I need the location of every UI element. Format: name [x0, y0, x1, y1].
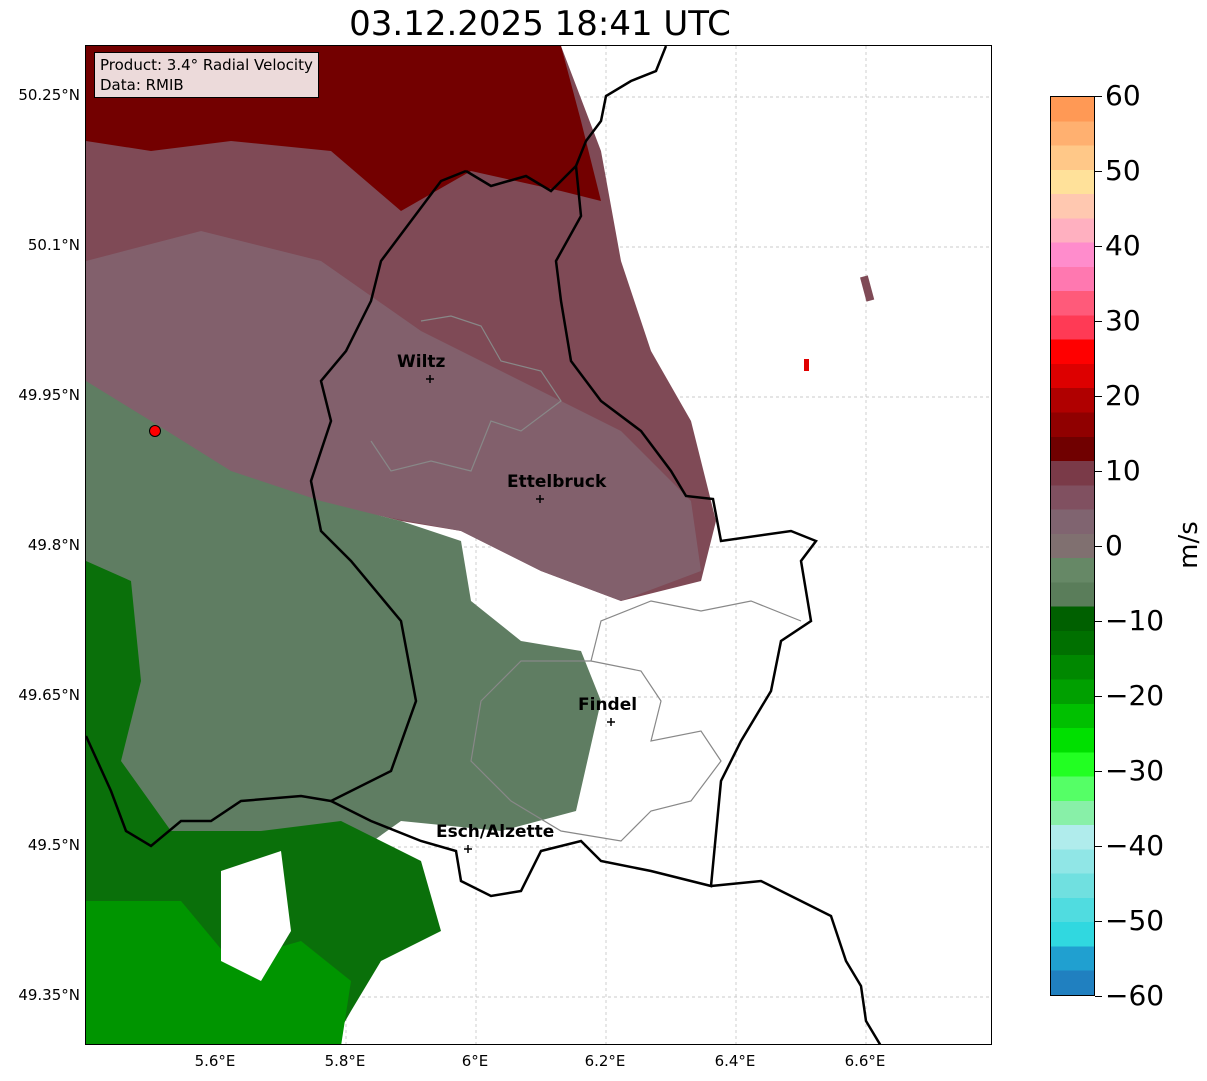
info-box: Product: 3.4° Radial Velocity Data: RMIB [94, 52, 319, 98]
colorbar-tick-mark [1095, 921, 1102, 922]
lon-tick: 5.8°E [324, 1052, 366, 1070]
colorbar-unit-label: m/s [1173, 521, 1204, 569]
city-label-esch-alzette: Esch/Alzette [436, 822, 555, 842]
colorbar-tick-mark [1095, 696, 1102, 697]
lat-tick: 49.5°N [27, 836, 80, 854]
lon-tick: 6.2°E [584, 1052, 626, 1070]
germany-france-border [710, 879, 882, 1044]
luxembourg-border [309, 163, 818, 898]
echo-gray-red [860, 275, 875, 302]
colorbar-tick-mark [1095, 96, 1102, 97]
colorbar-tick-label: 60 [1105, 79, 1141, 112]
colorbar-tick-label: −40 [1105, 829, 1165, 862]
colorbar-tick-mark [1095, 546, 1102, 547]
no-data-gap [221, 851, 291, 981]
colorbar-tick-label: 50 [1105, 154, 1141, 187]
data-source-label: Data: RMIB [100, 76, 184, 94]
colorbar-tick-mark [1095, 246, 1102, 247]
colorbar-tick-mark [1095, 171, 1102, 172]
lat-tick: 50.25°N [18, 86, 80, 104]
colorbar-tick-mark [1095, 846, 1102, 847]
lon-tick: 6.4°E [714, 1052, 756, 1070]
colorbar-tick-label: 10 [1105, 454, 1141, 487]
colorbar-tick-mark [1095, 471, 1102, 472]
colorbar [1050, 96, 1095, 996]
belgium-france-border [86, 735, 332, 848]
city-label-wiltz: Wiltz [397, 352, 446, 372]
lat-tick: 49.8°N [27, 536, 80, 554]
colorbar-tick-label: −50 [1105, 904, 1165, 937]
lon-tick: 5.6°E [194, 1052, 236, 1070]
colorbar-tick-label: −30 [1105, 754, 1165, 787]
germany-border-north [574, 46, 668, 167]
lon-tick: 6°E [461, 1052, 489, 1070]
colorbar-tick-mark [1095, 996, 1102, 997]
city-label-ettelbruck: Ettelbruck [507, 472, 607, 492]
radar-map[interactable] [85, 45, 992, 1045]
colorbar-tick-mark [1095, 396, 1102, 397]
city-label-findel: Findel [578, 695, 638, 715]
radar-site-marker [149, 425, 161, 437]
radar-layer [86, 46, 991, 1044]
colorbar-tick-label: 40 [1105, 229, 1141, 262]
colorbar-tick-label: 0 [1105, 529, 1123, 562]
colorbar-tick-mark [1095, 771, 1102, 772]
city-markers [426, 375, 615, 853]
colorbar-tick-label: −10 [1105, 604, 1165, 637]
bright-green-area [86, 901, 351, 1044]
colorbar-tick-label: 30 [1105, 304, 1141, 337]
lon-tick: 6.6°E [844, 1052, 886, 1070]
colorbar-tick-mark [1095, 621, 1102, 622]
colorbar-tick-label: −20 [1105, 679, 1165, 712]
echo-red [804, 359, 809, 371]
colorbar-tick-label: 20 [1105, 379, 1141, 412]
lat-tick: 49.65°N [18, 686, 80, 704]
product-label: Product: 3.4° Radial Velocity [100, 56, 313, 74]
lat-tick: 50.1°N [27, 236, 80, 254]
lat-tick: 49.95°N [18, 386, 80, 404]
colorbar-tick-mark [1095, 321, 1102, 322]
colorbar-tick-label: −60 [1105, 979, 1165, 1012]
lat-tick: 49.35°N [18, 986, 80, 1004]
canton-borders [370, 315, 562, 472]
map-title: 03.12.2025 18:41 UTC [349, 4, 731, 44]
near-zero-area [86, 231, 701, 601]
